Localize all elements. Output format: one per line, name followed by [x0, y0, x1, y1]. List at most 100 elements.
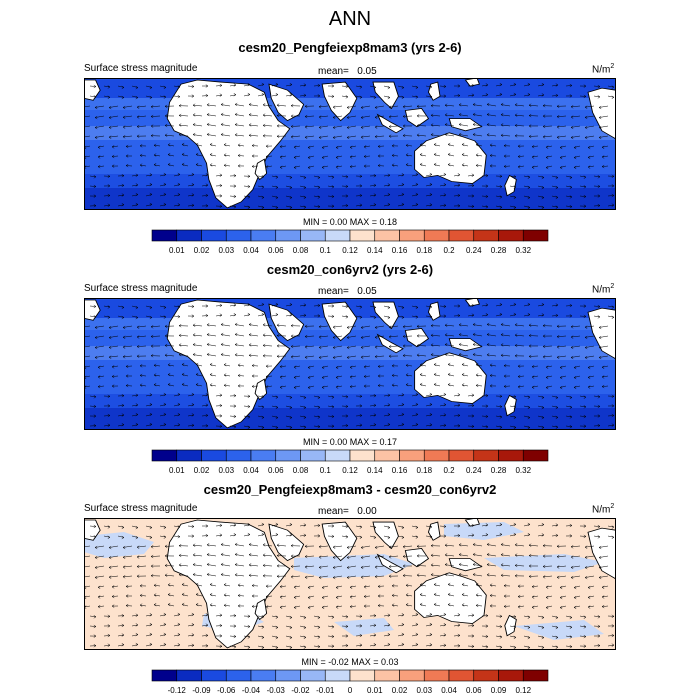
- colorbar-box: [300, 229, 326, 242]
- colorbar-tick-label: 0.2: [443, 466, 455, 475]
- colorbar-box: [225, 449, 252, 462]
- colorbar-box: [522, 229, 549, 242]
- colorbar-tick-label: 0.06: [268, 246, 284, 255]
- colorbar-tick-label: 0.14: [367, 466, 383, 475]
- colorbar-box: [324, 229, 351, 242]
- colorbar-box: [225, 229, 252, 242]
- colorbar-box: [176, 229, 202, 242]
- panel-2-variable-label: Surface stress magnitude: [84, 283, 198, 294]
- colorbar-box: [448, 669, 475, 682]
- colorbar-box: [151, 449, 178, 462]
- panel-2-mean: mean= 0.05: [318, 286, 377, 297]
- colorbar-box: [448, 229, 475, 242]
- colorbar-box: [522, 449, 549, 462]
- colorbar-box: [324, 449, 351, 462]
- colorbar-tick-label: 0.12: [342, 466, 358, 475]
- wind-arrow-field: [84, 522, 615, 650]
- colorbar-box: [201, 449, 227, 462]
- colorbar-tick-label: 0.09: [491, 686, 507, 695]
- colorbar-tick-label: 0: [348, 686, 353, 695]
- panel-1-title: cesm20_Pengfeiexp8mam3 (yrs 2-6): [238, 40, 462, 55]
- panel-3-units: N/m2: [592, 503, 615, 516]
- colorbar-tick-label: 0.1: [320, 246, 332, 255]
- colorbar-box: [324, 669, 351, 682]
- colorbar-box: [473, 669, 499, 682]
- colorbar-box: [250, 669, 277, 682]
- colorbar-box: [176, 669, 202, 682]
- colorbar-tick-label: 0.01: [367, 686, 383, 695]
- colorbar-box: [151, 669, 178, 682]
- colorbar-box: [300, 669, 326, 682]
- colorbar-box: [498, 229, 524, 242]
- colorbar-tick-label: 0.14: [367, 246, 383, 255]
- colorbar-tick-label: 0.24: [466, 466, 482, 475]
- colorbar-tick-label: -0.01: [316, 686, 335, 695]
- colorbar-tick-label: 0.02: [194, 466, 210, 475]
- colorbar-tick-label: -0.03: [267, 686, 286, 695]
- colorbar-tick-label: 0.02: [194, 246, 210, 255]
- colorbar-tick-label: 0.32: [515, 246, 531, 255]
- colorbar-tick-label: 0.04: [243, 466, 259, 475]
- panel-3-title: cesm20_Pengfeiexp8mam3 - cesm20_con6yrv2: [203, 482, 497, 497]
- panel-2-colorbar: 0.01 0.02 0.03 0.04 0.06 0.08 0.1 0.12 0.14 0.16 0…: [151, 449, 549, 475]
- panel-1-mean: mean= 0.05: [318, 66, 377, 77]
- colorbar-tick-label: 0.06: [268, 466, 284, 475]
- panel-3-colorbar: -0.12 -0.09 -0.06 -0.04 -0.03 -0.02 -0.01 0 0.01…: [151, 669, 549, 695]
- panel-2-units: N/m2: [592, 283, 615, 296]
- panel-1-minmax: MIN = 0.00 MAX = 0.18: [302, 217, 398, 227]
- colorbar-box: [473, 449, 499, 462]
- colorbar-tick-label: 0.08: [293, 466, 309, 475]
- panel-3-minmax: MIN = -0.02 MAX = 0.03: [301, 657, 399, 667]
- panel-1-colorbar: 0.01 0.02 0.03 0.04 0.06 0.08 0.1 0.12 0.14 0.16 0…: [151, 229, 549, 255]
- colorbar-tick-label: 0.01: [169, 246, 185, 255]
- panel-3-variable-label: Surface stress magnitude: [84, 503, 198, 514]
- colorbar-tick-label: 0.01: [169, 466, 185, 475]
- colorbar-box: [448, 449, 475, 462]
- colorbar-box: [275, 669, 301, 682]
- colorbar-tick-label: -0.02: [291, 686, 310, 695]
- colorbar-tick-label: 0.12: [515, 686, 531, 695]
- colorbar-tick-label: 0.28: [491, 466, 507, 475]
- colorbar-tick-label: 0.04: [441, 686, 457, 695]
- colorbar-box: [151, 229, 178, 242]
- colorbar-tick-label: 0.18: [416, 466, 432, 475]
- panel-3-map: [84, 518, 616, 650]
- colorbar-box: [498, 669, 524, 682]
- colorbar-box: [498, 449, 524, 462]
- colorbar-box: [349, 229, 376, 242]
- colorbar-tick-label: -0.04: [242, 686, 261, 695]
- colorbar-box: [473, 229, 499, 242]
- colorbar-box: [423, 229, 450, 242]
- colorbar-tick-label: 0.06: [466, 686, 482, 695]
- colorbar-tick-label: 0.03: [218, 466, 234, 475]
- colorbar-tick-label: 0.03: [416, 686, 432, 695]
- colorbar-tick-label: 0.03: [218, 246, 234, 255]
- colorbar-box: [275, 229, 301, 242]
- colorbar-box: [399, 669, 425, 682]
- colorbar-box: [399, 449, 425, 462]
- colorbar-box: [275, 449, 301, 462]
- colorbar-tick-label: -0.09: [192, 686, 211, 695]
- colorbar-tick-label: 0.32: [515, 466, 531, 475]
- wind-arrow-field: [84, 82, 615, 210]
- wind-arrow-field: [84, 302, 615, 430]
- colorbar-box: [201, 669, 227, 682]
- colorbar-tick-label: 0.24: [466, 246, 482, 255]
- colorbar-tick-label: 0.2: [443, 246, 455, 255]
- colorbar-tick-label: 0.16: [392, 246, 408, 255]
- panel-1-variable-label: Surface stress magnitude: [84, 63, 198, 74]
- colorbar-box: [300, 449, 326, 462]
- colorbar-box: [225, 669, 252, 682]
- colorbar-box: [374, 229, 400, 242]
- colorbar-tick-label: 0.02: [392, 686, 408, 695]
- panel-2-map: [84, 298, 616, 430]
- colorbar-box: [399, 229, 425, 242]
- panel-1-map: [84, 78, 616, 210]
- panel-2-wind-arrows: [84, 302, 615, 430]
- figure-title: ANN: [328, 8, 372, 30]
- colorbar-tick-label: 0.18: [416, 246, 432, 255]
- panel-2-minmax: MIN = 0.00 MAX = 0.17: [302, 437, 398, 447]
- colorbar-tick-label: 0.04: [243, 246, 259, 255]
- panel-1-units: N/m2: [592, 63, 615, 76]
- panel-1-wind-arrows: [84, 82, 615, 210]
